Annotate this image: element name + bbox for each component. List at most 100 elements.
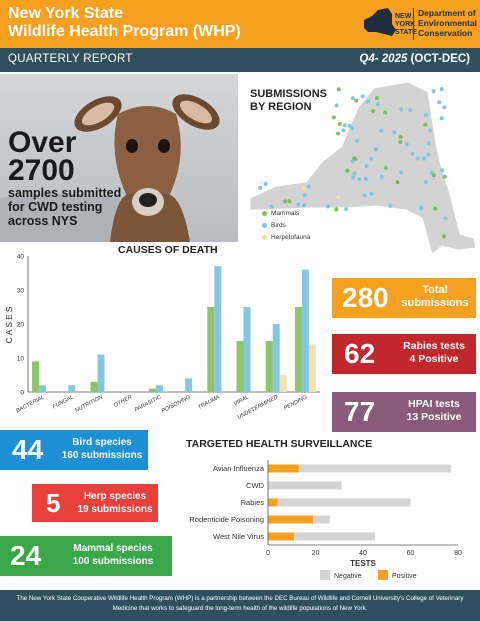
stat-rabies-label-line1: Rabies tests [403, 340, 465, 352]
stat-hpai-tests: 77 HPAI tests 13 Positive [332, 392, 476, 432]
map-dot [354, 98, 359, 103]
legend-dot-herpetofauna [262, 234, 267, 240]
legend-dot-birds [262, 222, 267, 228]
bar-positive [268, 498, 278, 507]
bar-birds [301, 269, 309, 392]
map-dot [302, 193, 307, 198]
stat-herp-label: Herp species 19 submissions [74, 490, 156, 516]
bar-positive [268, 532, 295, 541]
map-dot [325, 204, 330, 209]
stat-herp-label-line1: Herp species [83, 491, 147, 502]
map-dot [440, 168, 445, 173]
map-dot [433, 206, 438, 211]
map-dot [379, 174, 384, 179]
x-tick-label: 0 [266, 550, 270, 557]
map-dot [383, 110, 388, 115]
stat-herp-number: 5 [46, 488, 61, 518]
map-dot [419, 206, 424, 211]
bar-mammals [294, 307, 302, 392]
map-dot [287, 199, 292, 204]
map-dot [395, 180, 400, 185]
map-dot [369, 191, 374, 196]
map-dot [426, 141, 431, 146]
report-period: Q4- 2025 (OCT-DEC) [359, 53, 470, 65]
map-dot [423, 179, 428, 184]
map-dot [431, 89, 436, 94]
map-dot [399, 170, 404, 175]
map-dot [369, 156, 374, 161]
map-dot [410, 151, 415, 156]
stat-total-label: Total submissions [398, 284, 472, 310]
map-dot [441, 234, 446, 239]
deer-photo-icon [0, 94, 220, 242]
x-tick-label: PENDING [283, 394, 309, 412]
stat-mammal-label-line2: 100 submissions [72, 556, 154, 567]
map-dot [415, 156, 420, 161]
stat-mammal-label: Mammal species 100 submissions [58, 542, 168, 568]
stat-bird-label: Bird species 160 submissions [58, 436, 146, 462]
stat-mammal-species: 24 Mammal species 100 submissions [0, 536, 172, 576]
surveillance-chart-title: TARGETED HEALTH SURVEILLANCE [186, 438, 373, 450]
map-dot [383, 165, 388, 170]
map-dot [443, 216, 448, 221]
stat-rabies-label-line2: 4 Positive [409, 353, 459, 365]
map-dot [364, 163, 369, 168]
bar-negative [294, 532, 375, 541]
map-dot [392, 130, 397, 135]
y-tick-label: 10 [17, 356, 25, 363]
map-dot [350, 96, 355, 101]
bar-positive [268, 515, 314, 524]
dec-line2: Environmental [418, 18, 478, 28]
x-tick-label: TRAUMA [197, 394, 221, 411]
map-dot [296, 202, 301, 207]
stat-rabies-number: 62 [344, 338, 376, 369]
map-dot [344, 207, 349, 212]
logo-divider [413, 8, 414, 40]
legend-label-mammals: Mammals [271, 210, 300, 217]
map-dot [442, 105, 447, 110]
map-dot [258, 185, 263, 190]
map-dot [269, 204, 274, 209]
footer: The New York State Cooperative Wildlife … [0, 590, 480, 621]
stat-bird-label-line1: Bird species [72, 437, 132, 448]
bar-mammals [265, 341, 273, 392]
map-dot [357, 177, 362, 182]
nys-outline [249, 81, 477, 255]
x-tick-label: FUNGAL [52, 394, 75, 410]
stat-total-submissions: 280 Total submissions [332, 278, 476, 318]
category-label: Rodenticide Poisoning [189, 515, 264, 524]
stat-rabies-tests: 62 Rabies tests 4 Positive [332, 334, 476, 374]
bar-negative [298, 464, 451, 473]
report-type: QUARTERLY REPORT [8, 53, 133, 65]
map-submission-dots [258, 87, 448, 239]
page-title-line2: Wildlife Health Program (WHP) [8, 23, 241, 40]
map-dot [336, 131, 341, 136]
map-dot [426, 152, 431, 157]
stat-rabies-label: Rabies tests 4 Positive [394, 340, 474, 366]
y-tick-label: 20 [17, 322, 25, 329]
stat-mammal-number: 24 [10, 540, 42, 571]
map-dot [362, 193, 367, 198]
logo-state-line3: STATE [395, 29, 417, 36]
legend-label-birds: Birds [271, 222, 286, 229]
map-dot [353, 157, 358, 162]
map-dot [399, 107, 404, 112]
bar-birds [39, 385, 47, 392]
y-tick-label: 0 [20, 390, 24, 397]
hero-over: Over [8, 126, 77, 159]
header-banner: New York State Wildlife Health Program (… [0, 0, 480, 48]
category-label: Rabies [241, 498, 265, 507]
map-dot [408, 107, 413, 112]
surveillance-chart: Avian Influenza CWD Rabies Rodenticide Pois… [189, 460, 462, 580]
causes-chart-title: CAUSES OF DEATH [118, 244, 218, 256]
map-dot [424, 112, 429, 117]
dec-line1: Department of [418, 8, 476, 18]
map-dot [302, 203, 307, 208]
x-tick-label: 40 [359, 550, 367, 557]
legend-swatch-positive [378, 570, 388, 580]
map-dot [439, 87, 444, 92]
x-tick-label: 20 [312, 550, 320, 557]
bar-mammals [32, 361, 40, 392]
map-dot [404, 142, 409, 147]
map-dot [379, 128, 384, 133]
